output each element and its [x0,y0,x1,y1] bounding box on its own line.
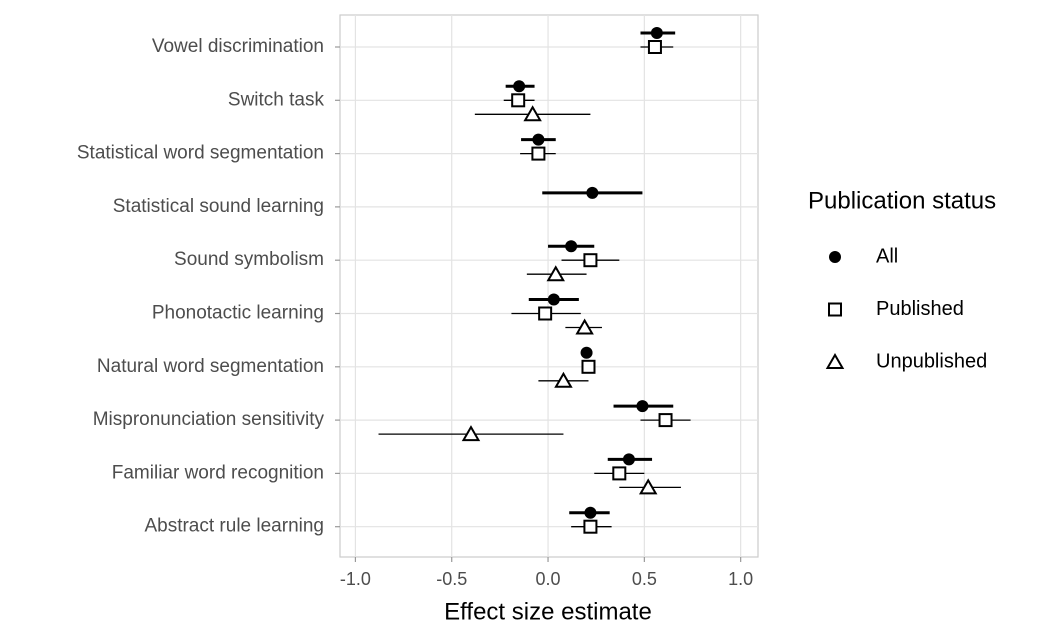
point [461,425,481,442]
point [575,318,594,335]
point [546,265,565,282]
legend-label: All [876,245,898,267]
point [647,40,662,54]
panel [339,14,759,558]
point [532,133,545,146]
point [580,346,593,359]
y-tick-label: Abstract rule learning [144,516,324,537]
y-tick-label: Familiar word recognition [112,462,324,483]
point [583,519,598,534]
point [554,371,573,388]
x-tick-label: -1.0 [340,569,371,589]
legend-label: Published [876,298,964,320]
point [658,413,673,428]
y-tick-label: Vowel discrimination [152,36,324,57]
point [622,453,635,466]
point [513,80,526,93]
x-tick-label: -0.5 [436,569,467,589]
legend-title: Publication status [808,187,996,214]
x-tick-label: 0.5 [632,569,657,589]
x-tick-label: 0.0 [536,569,561,589]
point [547,293,560,306]
point [636,400,649,413]
x-axis-title: Effect size estimate [444,598,652,625]
point [565,240,578,253]
point [650,27,663,39]
legend-label: Unpublished [876,350,987,372]
y-tick-label: Natural word segmentation [97,356,324,377]
point [583,253,598,268]
y-tick-label: Switch task [228,89,325,110]
point [538,306,553,321]
point [531,146,546,161]
point [586,186,599,199]
x-tick-label: 1.0 [728,569,753,589]
y-tick-label: Sound symbolism [174,249,324,270]
legend-marker [829,251,841,263]
point [584,506,597,519]
point [511,93,526,108]
point [638,478,658,495]
point [612,466,627,481]
y-tick-label: Mispronunciation sensitivity [93,409,325,430]
y-tick-label: Statistical sound learning [113,196,324,217]
y-tick-label: Phonotactic learning [152,303,324,324]
point [523,105,542,122]
y-tick-label: Statistical word segmentation [77,143,324,164]
legend-marker [825,352,845,369]
legend-marker [828,302,842,317]
point [581,359,596,374]
